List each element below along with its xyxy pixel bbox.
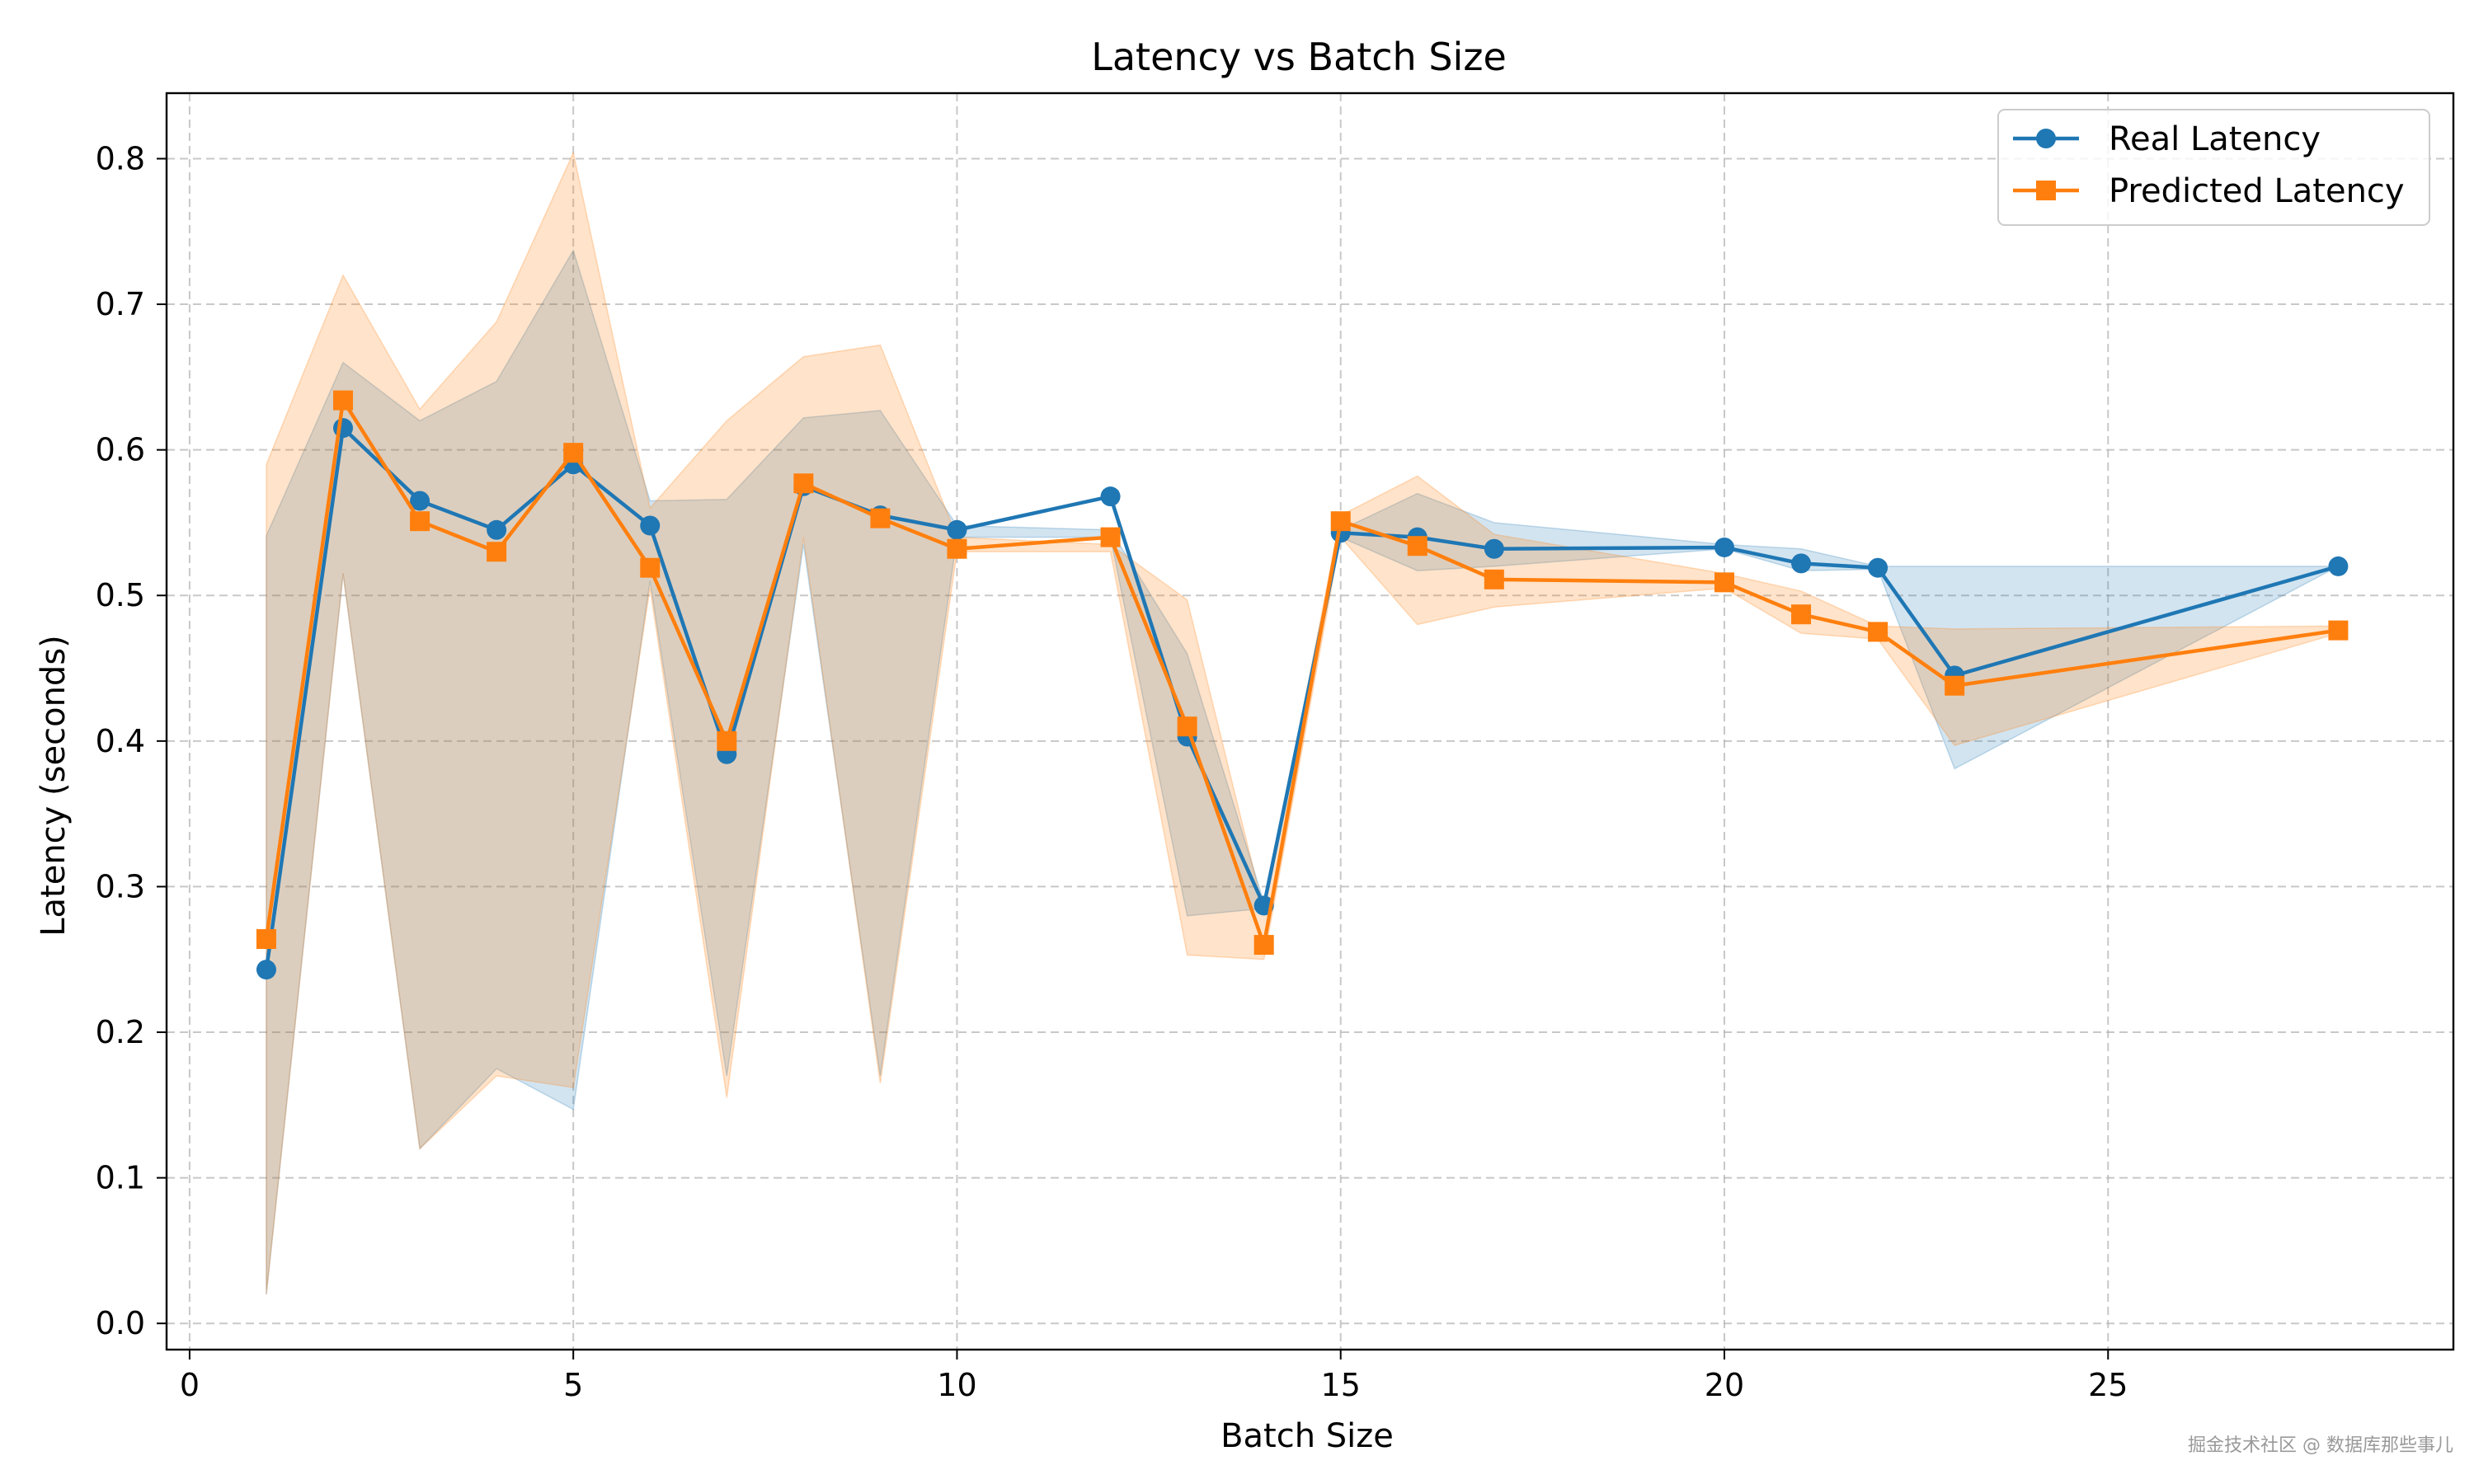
x-tick-label: 15 (1321, 1367, 1361, 1403)
y-tick-label: 0.5 (96, 577, 145, 613)
y-tick-label: 0.7 (96, 286, 145, 322)
data-point-predicted (1330, 511, 1351, 532)
data-point-predicted (1791, 604, 1812, 625)
plot-frame (165, 92, 2455, 1351)
data-point-predicted (1484, 569, 1504, 589)
data-point-predicted (1868, 622, 1888, 642)
y-tick-label: 0.1 (96, 1160, 145, 1196)
data-point-predicted (1253, 935, 1274, 956)
data-point-real (410, 491, 430, 511)
data-point-real (2328, 556, 2349, 576)
data-point-predicted (1177, 716, 1197, 737)
data-point-predicted (870, 508, 891, 528)
data-point-predicted (640, 557, 661, 578)
legend-marker-predicted (2036, 181, 2056, 200)
data-point-real (1714, 537, 1734, 557)
data-point-predicted (1100, 527, 1121, 547)
data-point-predicted (1407, 536, 1427, 556)
x-tick-label: 0 (180, 1367, 200, 1403)
legend-marker-real (2036, 129, 2056, 148)
data-point-predicted (1945, 675, 1965, 696)
series-lines (256, 390, 2349, 980)
data-point-predicted (410, 511, 430, 532)
x-axis-label: Batch Size (1221, 1417, 1394, 1455)
y-axis-label: Latency (seconds) (35, 635, 73, 937)
data-point-real (487, 519, 507, 540)
y-tick-label: 0.4 (96, 723, 145, 759)
data-point-predicted (793, 473, 814, 494)
watermark: 掘金技术社区 @ 数据库那些事儿 (2188, 1435, 2453, 1456)
chart-title: Latency vs Batch Size (1091, 35, 1507, 79)
legend-label-predicted: Predicted Latency (2109, 172, 2405, 210)
data-point-real (1484, 538, 1504, 559)
data-point-predicted (1714, 572, 1734, 593)
data-point-predicted (256, 929, 276, 950)
data-point-real (1868, 557, 1888, 578)
x-tick-label: 20 (1705, 1367, 1744, 1403)
legend: Real Latency Predicted Latency (1997, 109, 2430, 226)
data-point-predicted (2328, 620, 2349, 641)
x-tick-label: 5 (563, 1367, 583, 1403)
data-point-real (333, 418, 354, 439)
data-point-real (1791, 553, 1812, 574)
data-point-real (640, 515, 661, 536)
data-point-predicted (333, 390, 354, 411)
legend-box (1997, 109, 2430, 226)
data-point-predicted (947, 538, 967, 559)
data-point-real (256, 960, 276, 980)
y-tick-label: 0.3 (96, 868, 145, 904)
legend-label-real: Real Latency (2109, 120, 2321, 158)
y-tick-label: 0.2 (96, 1014, 145, 1050)
data-point-predicted (563, 443, 584, 463)
y-tick-label: 0.8 (96, 140, 145, 176)
axis-ticks: 0 5 10 15 20 25 0.0 0.1 0.2 0.3 0.4 0.5 0.6 0.7 0.8 (96, 140, 2128, 1403)
data-point-predicted (717, 730, 737, 751)
x-tick-label: 10 (937, 1367, 976, 1403)
data-point-real (1100, 486, 1121, 507)
data-point-real (947, 519, 967, 540)
data-point-predicted (487, 542, 507, 562)
y-tick-label: 0.6 (96, 432, 145, 468)
band-real (266, 248, 2339, 1294)
y-tick-label: 0.0 (96, 1305, 145, 1341)
x-tick-label: 25 (2088, 1367, 2128, 1403)
